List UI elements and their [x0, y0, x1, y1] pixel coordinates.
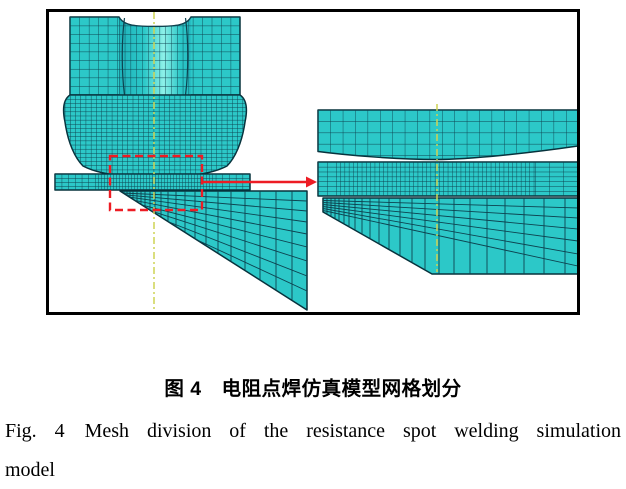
detail-view: [317, 104, 577, 275]
caption-english-line2: model: [5, 459, 55, 481]
caption-english-line1: Fig. 4 Mesh division of the resistance s…: [5, 420, 621, 442]
electrode-mesh: [62, 16, 248, 179]
figure-frame: [46, 9, 580, 315]
zoom-arrow-icon: [203, 176, 317, 188]
lower-sheet-mesh: [119, 190, 308, 311]
caption-chinese: 图 4 电阻点焊仿真模型网格划分: [164, 378, 462, 400]
mesh-figure: [54, 12, 577, 311]
highlight-box: [108, 154, 204, 212]
